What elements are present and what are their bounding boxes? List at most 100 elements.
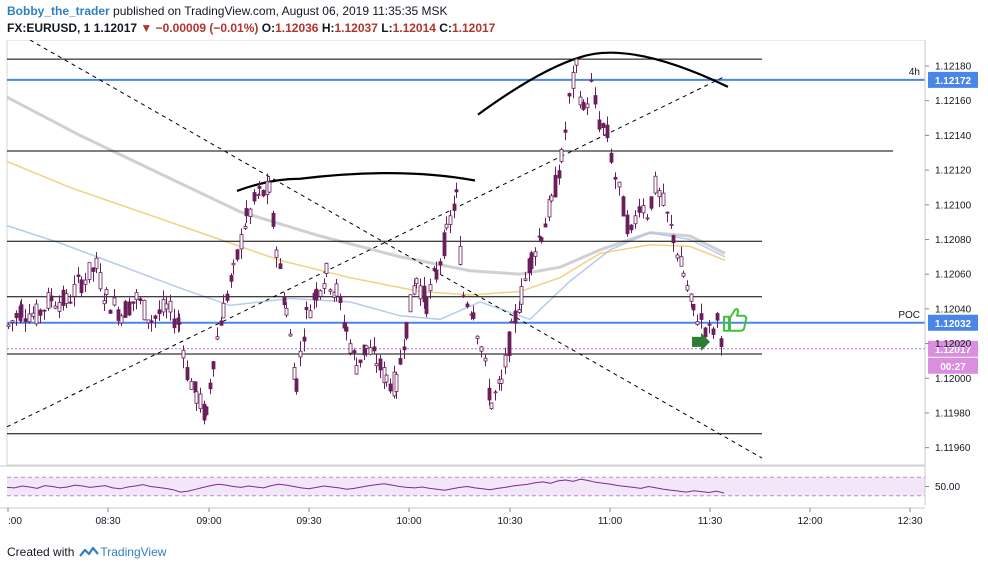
candle-bull	[64, 293, 69, 304]
candle-bear	[61, 289, 66, 306]
candle-bear	[424, 296, 429, 315]
candle-bull	[503, 354, 508, 368]
candle-bull	[549, 195, 554, 202]
candle-bear	[235, 249, 240, 260]
candle-bull	[221, 302, 226, 319]
price-tick-label: 1.12060	[935, 270, 972, 281]
price-tick-label: 1.12180	[935, 62, 972, 73]
candle-bull	[284, 307, 289, 316]
candle-bull	[368, 347, 373, 355]
symbol-label[interactable]: FX:EURUSD, 1	[7, 21, 91, 35]
candle-bear	[388, 383, 393, 392]
main-pane[interactable]: 4h POC	[6, 40, 926, 466]
candle-bull	[72, 283, 77, 297]
candle-bull	[324, 263, 329, 274]
high-value: 1.12037	[334, 21, 378, 35]
publish-line: Bobby_the_trader published on TradingVie…	[7, 3, 982, 20]
price-tag-bg	[928, 314, 978, 331]
candle-bull	[104, 289, 109, 295]
close-value: 1.12017	[451, 21, 496, 35]
candle-bear	[707, 323, 712, 326]
candle-bull	[559, 149, 564, 162]
candle-bull	[448, 215, 453, 225]
candle-bear	[402, 346, 407, 351]
candle-bull	[585, 103, 590, 109]
candle-bear	[208, 382, 213, 390]
last-price-tag-text: 1.12017	[935, 345, 972, 356]
candle-bull	[198, 393, 203, 410]
candle-bear	[352, 350, 357, 354]
candle-bear	[244, 208, 249, 217]
candle-bull	[6, 324, 11, 327]
arc-head[interactable]	[477, 51, 729, 116]
candle-bull	[489, 402, 494, 410]
candle-bear	[625, 214, 630, 235]
candle-bull	[679, 256, 684, 267]
candle-bear	[294, 378, 299, 392]
candle-bear	[563, 129, 568, 133]
down-triangle-icon: ▼	[140, 21, 153, 35]
candle-bear	[553, 174, 558, 198]
last-price-tag-bg	[928, 340, 978, 357]
price-tick-label: 1.12020	[935, 339, 972, 350]
candle-bear	[177, 322, 182, 325]
low-value: 1.12014	[392, 21, 436, 35]
candle-bear	[131, 301, 136, 304]
candle-bull	[328, 289, 333, 292]
candle-bear	[68, 301, 73, 304]
author-link[interactable]: Bobby_the_trader	[7, 4, 110, 18]
candle-bull	[119, 315, 124, 324]
candle-bull	[685, 285, 690, 291]
candle-bull	[181, 349, 186, 359]
candle-bear	[261, 189, 266, 197]
right-arrow-icon	[692, 332, 710, 351]
price-axis[interactable]: 1.12172 1.12032 1.12017 00:27 1.12180 1.12160…	[924, 40, 978, 505]
close-label: C:	[439, 21, 452, 35]
candle-bear	[23, 318, 28, 323]
candle-bear	[127, 301, 132, 316]
candle-bear	[79, 279, 84, 294]
candle-bull	[334, 283, 339, 297]
candle-bull	[308, 310, 313, 319]
candle-bull	[499, 378, 504, 384]
ascending-trendline[interactable]	[6, 75, 726, 428]
candle-bear	[671, 235, 676, 244]
thumbs-up-icon	[723, 308, 748, 332]
candle-bear	[271, 212, 276, 227]
candle-bull	[408, 294, 413, 313]
rsi-pane	[0, 465, 925, 497]
countdown-tag-text: 00:27	[940, 362, 966, 373]
candle-bear	[465, 303, 470, 308]
candle-bear	[172, 318, 177, 329]
tradingview-brand-text: TradingView	[100, 545, 167, 559]
candle-bear	[404, 322, 409, 339]
candle-bear	[471, 312, 476, 319]
candle-bear	[278, 263, 283, 270]
tradingview-logo[interactable]: TradingView	[78, 545, 166, 559]
candle-bear	[513, 310, 518, 324]
price-tick-label: 1.12080	[935, 235, 972, 246]
candle-bull	[288, 333, 293, 337]
candle-bull	[112, 297, 117, 306]
candle-bull	[418, 285, 423, 300]
candle-bull	[617, 181, 622, 188]
arc-left-shoulder[interactable]	[236, 172, 476, 192]
candle-bull	[479, 346, 484, 352]
candle-bear	[557, 170, 562, 179]
candle-bear	[487, 387, 492, 401]
candle-bear	[38, 309, 43, 316]
time-axis[interactable]: :00 08:30 09:00 09:30 10:00 10:30 11:00 11:30 12…	[0, 507, 925, 527]
candle-bear	[219, 320, 224, 326]
candle-bear	[19, 304, 24, 318]
published-text: published on TradingView.com, August 06,…	[113, 4, 448, 18]
candle-bull	[10, 320, 15, 323]
price-tag-bg	[928, 71, 978, 88]
candle-bull	[458, 245, 463, 265]
created-with-text: Created with	[7, 545, 75, 559]
arrow-shape	[692, 332, 710, 351]
candle-bull	[509, 321, 514, 323]
candle-bear	[252, 192, 257, 202]
time-tick-label: 12:00	[797, 516, 822, 527]
candle-bear	[609, 152, 614, 163]
